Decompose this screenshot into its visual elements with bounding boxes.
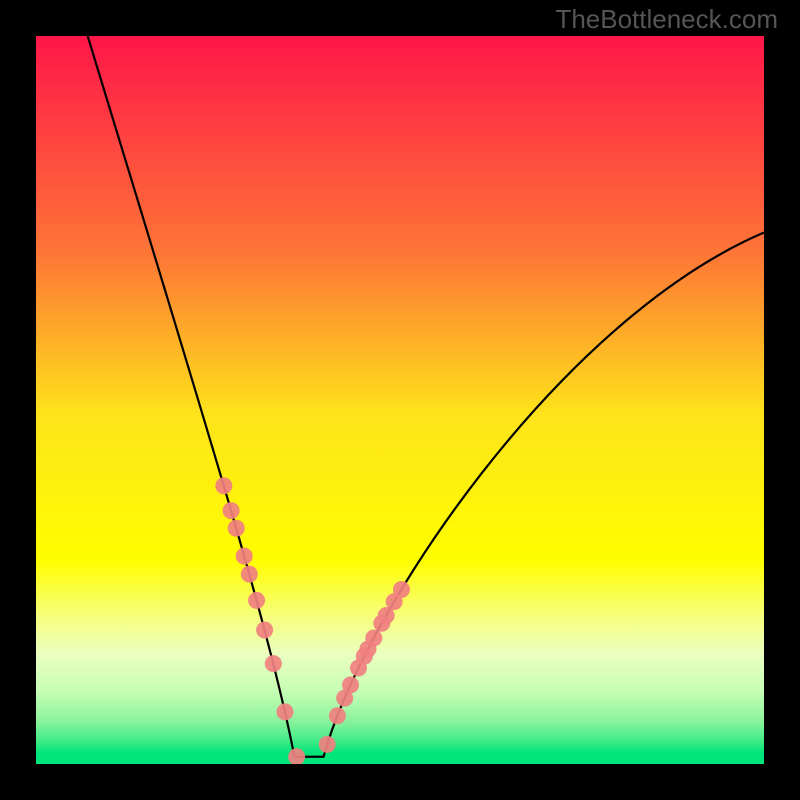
bead: [248, 592, 265, 609]
bead: [256, 621, 273, 638]
bead: [342, 676, 359, 693]
plot-svg: [36, 36, 764, 764]
bead: [215, 477, 232, 494]
bead: [276, 703, 293, 720]
stage: TheBottleneck.com: [0, 0, 800, 800]
bead: [241, 566, 258, 583]
gradient-background: [36, 36, 764, 764]
bead: [393, 581, 410, 598]
bead: [319, 736, 336, 753]
watermark-text: TheBottleneck.com: [555, 4, 778, 35]
bead: [265, 655, 282, 672]
bead: [236, 548, 253, 565]
plot-area: [36, 36, 764, 764]
bead: [329, 707, 346, 724]
bead: [228, 520, 245, 537]
bead: [365, 629, 382, 646]
bead: [223, 502, 240, 519]
